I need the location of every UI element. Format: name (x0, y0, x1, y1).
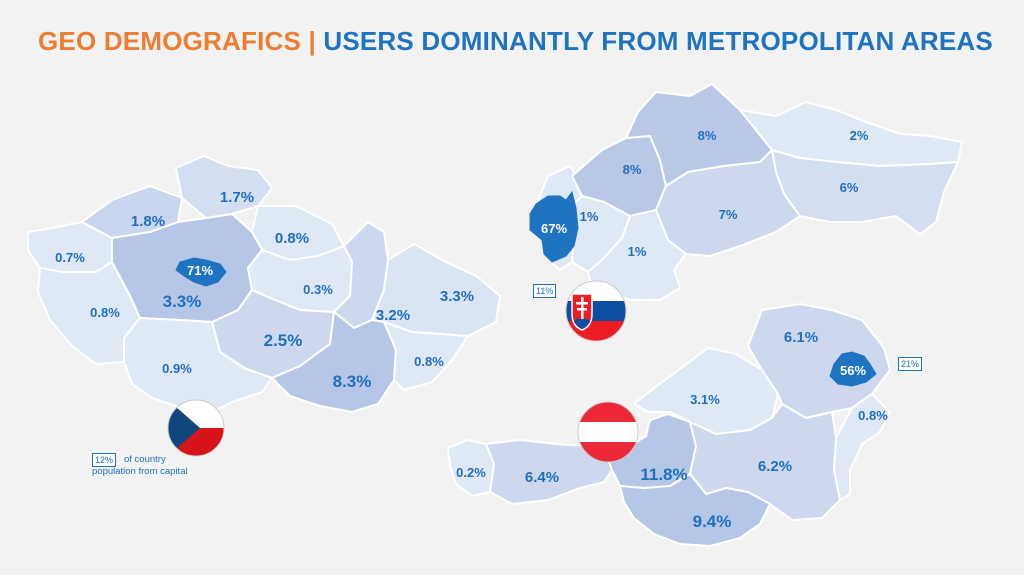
austria-map (447, 303, 891, 547)
cz-note-line1: of country (124, 454, 166, 465)
cz-label-5: 3.3% (163, 292, 202, 311)
austrian-flag-icon (577, 401, 639, 463)
at-region-tyrol (485, 439, 613, 505)
at-label-8: 9.4% (693, 512, 732, 531)
cz-note-line2: population from capital (92, 466, 188, 477)
at-label-4: 0.2% (456, 465, 486, 480)
page-title: GEO DEMOGRAFICS | USERS DOMINANTLY FROM … (38, 26, 993, 57)
czech-map (27, 155, 501, 413)
at-region-upper (633, 347, 779, 435)
sk-region-nitra (587, 209, 687, 301)
slovak-flag-icon (565, 280, 627, 342)
cz-label-7: 3.3% (440, 288, 474, 305)
sk-label-7: 1% (628, 244, 647, 259)
cz-region-east-south (383, 321, 469, 391)
cz-label-11: 0.8% (414, 354, 444, 369)
sk-label-5: 1% (580, 209, 599, 224)
sk-label-4: 6% (840, 180, 859, 195)
at-label-2: 3.1% (690, 392, 720, 407)
at-region-carinthia (619, 473, 771, 547)
at-label-5: 6.4% (525, 469, 559, 486)
cz-region-southwest (123, 317, 273, 413)
cz-label-6: 0.3% (303, 282, 333, 297)
sk-label-3: 8% (623, 162, 642, 177)
at-capital-vienna (829, 351, 877, 387)
at-label-6: 11.8% (640, 465, 687, 484)
cz-capital-population-box: 12% (92, 453, 117, 467)
czech-flag-icon (167, 399, 225, 457)
sk-label-2: 2% (850, 128, 869, 143)
cz-label-4: 0.7% (55, 250, 85, 265)
cz-region-north (175, 155, 273, 219)
at-label-7: 6.2% (758, 458, 792, 475)
cz-label-1: 1.7% (220, 189, 254, 206)
cz-label-9: 0.8% (90, 305, 120, 320)
at-label-3: 0.8% (858, 408, 888, 423)
cz-label-10: 2.5% (264, 331, 303, 350)
title-part1: GEO DEMOGRAFICS (38, 26, 302, 56)
cz-label-8: 3.2% (376, 307, 410, 324)
slovakia-map (529, 83, 963, 301)
title-part2: USERS DOMINANTLY FROM METROPOLITAN AREAS (323, 26, 993, 56)
cz-label-3: 0.8% (275, 230, 309, 247)
cz-region-southeast (271, 311, 397, 413)
at-label-1: 6.1% (784, 329, 818, 346)
sk-capital-bratislava (529, 190, 579, 263)
at-capital-share: 56% (840, 363, 866, 378)
at-capital-population-box: 21% (898, 357, 923, 371)
cz-label-13: 8.3% (333, 372, 372, 391)
cz-capital-prague (175, 257, 227, 287)
cz-label-12: 0.9% (162, 361, 192, 376)
sk-label-6: 7% (719, 207, 738, 222)
sk-capital-population-box: 11% (533, 284, 557, 298)
cz-label-2: 1.8% (131, 213, 165, 230)
sk-capital-share: 67% (541, 221, 567, 236)
cz-capital-share: 71% (187, 263, 213, 278)
sk-label-1: 8% (698, 128, 717, 143)
title-separator: | (308, 26, 316, 56)
